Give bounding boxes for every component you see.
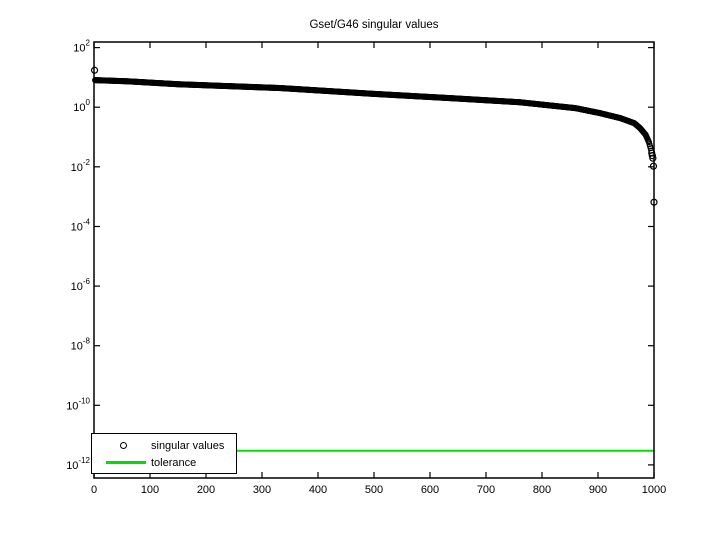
legend-label-singular-values: singular values [151,439,225,452]
y-tick-label: 100 [73,98,90,114]
x-tick-label: 600 [421,484,439,496]
axis-ticks [93,42,655,478]
y-tick-label: 102 [73,39,90,55]
y-tick-label: 10-10 [66,396,90,412]
x-tick-label: 900 [589,484,607,496]
x-tick-label: 100 [141,484,159,496]
legend-entry-tolerance: tolerance [92,454,236,471]
plot-title: Gset/G46 singular values [309,19,439,31]
x-tick-label: 300 [253,484,271,496]
legend-icon-area [92,454,148,471]
legend-label-tolerance: tolerance [151,456,197,469]
y-tick-label: 10-4 [71,218,91,234]
legend-icon-area [92,437,148,454]
x-tick-label: 700 [477,484,495,496]
legend: singular values tolerance [91,433,237,474]
x-tick-label: 800 [533,484,551,496]
x-tick-label: 500 [365,484,383,496]
circle-marker-icon [120,442,127,449]
x-tick-label: 0 [91,484,97,496]
x-tick-label: 1000 [642,484,666,496]
singular-values-markers [90,66,658,206]
tick-labels: 0 100 200 300 400 500 600 700 800 900 1000 102 100 10… [66,39,666,496]
line-sample-icon [106,461,146,464]
x-tick-label: 400 [309,484,327,496]
y-tick-label: 10-12 [66,456,90,472]
legend-entry-singular-values: singular values [92,437,236,454]
y-tick-label: 10-8 [71,337,91,353]
y-tick-label: 10-6 [71,277,91,293]
x-tick-label: 200 [197,484,215,496]
y-tick-label: 10-2 [71,158,91,174]
